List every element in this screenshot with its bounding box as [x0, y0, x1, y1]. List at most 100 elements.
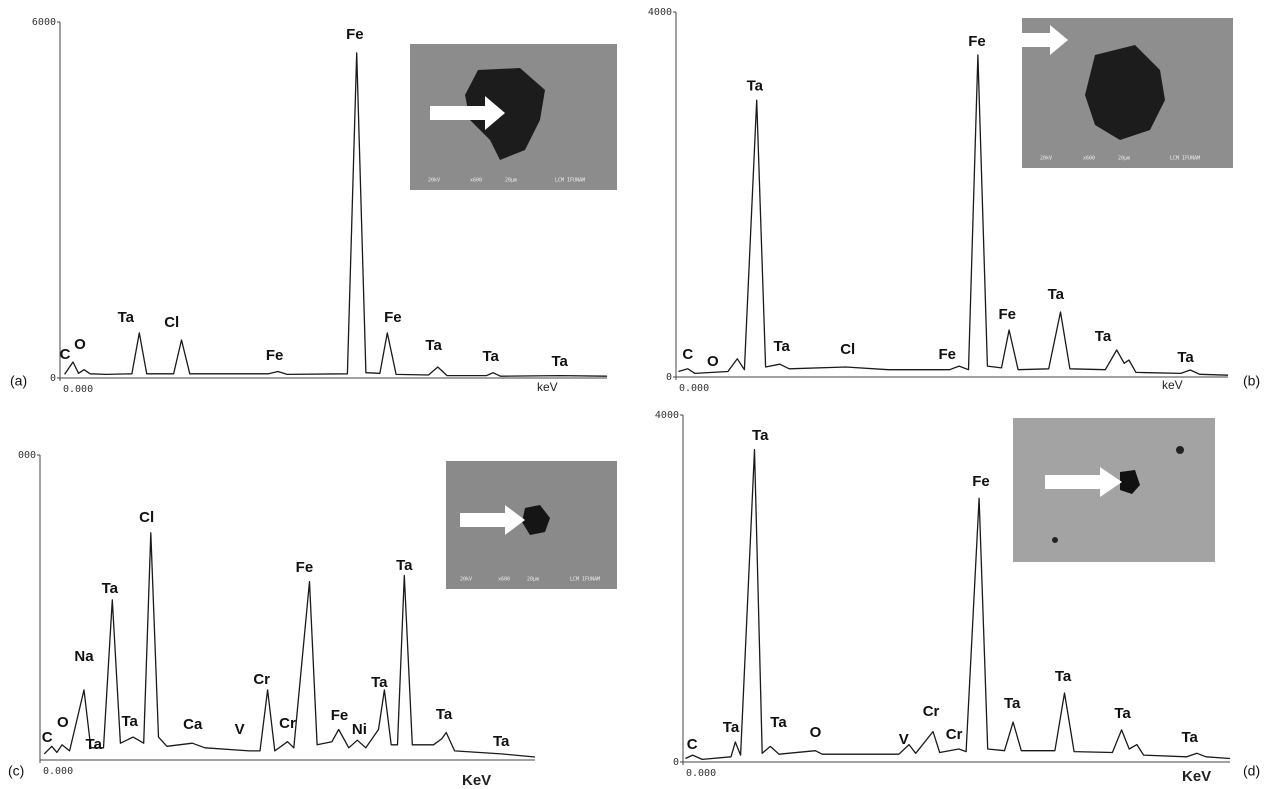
peak-label: Fe — [346, 26, 364, 43]
spectrum-panel: 0 6000 0.000 keV (a) CO Ta Cl Fe Fe Fe Ta Ta Ta — [10, 17, 608, 395]
peak-label: Ca — [183, 716, 203, 733]
peak-label: Ta — [723, 719, 740, 736]
inset-caption: x600 — [1083, 156, 1095, 162]
panel-label: (d) — [1243, 763, 1260, 779]
y-tick-label: 6000 — [32, 17, 56, 28]
inset-caption: 20kV — [428, 178, 440, 184]
peak-label: Ta — [396, 557, 413, 574]
peak-label: Na — [74, 648, 94, 665]
sem-pit — [1176, 446, 1184, 454]
panel-label: (c) — [8, 763, 24, 779]
spectrum-line — [685, 449, 1231, 761]
peak-label: Ta — [102, 580, 119, 597]
peak-label: Fe — [296, 559, 314, 576]
peak-label: Ni — [352, 721, 367, 738]
peak-label: Cr — [923, 703, 940, 720]
spectrum-line — [64, 52, 608, 377]
peak-label: Cl — [164, 314, 179, 331]
peak-label: O — [74, 336, 86, 353]
x-tick-label: 0.000 — [63, 384, 93, 395]
peak-label: Ta — [86, 736, 103, 753]
panel-label: (a) — [10, 373, 27, 389]
spectrum-panel: 0 4000 0.000 keV (b) C O Ta Ta Cl Fe Fe Fe Ta Ta Ta — [648, 7, 1260, 394]
sem-image — [1013, 418, 1215, 562]
spectrum-line — [43, 532, 536, 758]
inset-caption: LCM IFUNAM — [570, 577, 600, 583]
peak-label: Ta — [425, 337, 442, 354]
peak-label: Ta — [552, 353, 569, 370]
inset-caption: 20kV — [460, 577, 472, 583]
inset-caption: LCM IFUNAM — [555, 178, 585, 184]
x-tick-label: 0.000 — [43, 766, 73, 777]
inset-caption: LCM IFUNAM — [1170, 156, 1200, 162]
peak-label: O — [57, 714, 69, 731]
sem-particle — [1120, 470, 1140, 494]
peak-label: Fe — [972, 473, 990, 490]
inset-image-a: 20kV x600 20µm LCM IFUNAM — [410, 44, 617, 190]
y-tick-label: 4000 — [655, 410, 679, 421]
inset-image-b: 20kV x600 20µm LCM IFUNAM — [1022, 18, 1233, 168]
x-axis-label: keV — [537, 380, 558, 394]
peak-label: Ta — [1055, 668, 1072, 685]
peak-label: C — [42, 729, 53, 746]
peak-label: Ta — [1048, 286, 1065, 303]
inset-image-c: 20kV x600 20µm LCM IFUNAM — [446, 461, 617, 589]
x-axis-label: KeV — [1182, 768, 1211, 785]
peak-label: Ta — [1181, 729, 1198, 746]
peak-label: Ta — [773, 338, 790, 355]
peak-label: Ta — [436, 706, 453, 723]
x-tick-label: 0.000 — [686, 768, 716, 779]
inset-caption: 20µm — [505, 178, 517, 184]
peak-label: Cr — [279, 715, 296, 732]
arrow — [1022, 25, 1068, 55]
panel-label: (b) — [1243, 373, 1260, 389]
peak-label: Fe — [331, 707, 349, 724]
peak-label: C — [682, 346, 693, 363]
peak-label: Cl — [840, 341, 855, 358]
peak-label: Cr — [946, 726, 963, 743]
arrow — [430, 96, 505, 130]
peak-label: C — [60, 346, 71, 363]
spectrum-line — [678, 54, 1229, 376]
peak-label: O — [707, 353, 719, 370]
spectrum-panel: 0 4000 0.000 KeV (d) C Ta Ta Ta O V Cr Cr Fe Ta Ta Ta Ta — [655, 410, 1260, 785]
sem-particle — [465, 68, 545, 160]
peak-label: Cr — [253, 671, 270, 688]
peak-label: Ta — [118, 309, 135, 326]
inset-caption: x600 — [498, 577, 510, 583]
peak-label: Fe — [266, 347, 284, 364]
peak-label: Ta — [493, 733, 510, 750]
sem-particle — [522, 505, 550, 535]
arrow — [1045, 467, 1122, 497]
peak-label: Ta — [770, 714, 787, 731]
sem-pit — [1052, 537, 1058, 543]
sem-particle — [1085, 45, 1165, 140]
peak-label: Ta — [1114, 705, 1131, 722]
inset-image-d — [1013, 418, 1215, 562]
peak-label: Ta — [1004, 695, 1021, 712]
peak-label: V — [899, 731, 909, 748]
arrow — [460, 505, 525, 535]
y-tick-label: 0 — [50, 373, 56, 384]
peak-label: Ta — [1095, 328, 1112, 345]
peak-label: Fe — [968, 33, 986, 50]
peak-label: Ta — [747, 77, 764, 94]
peak-label: O — [810, 724, 822, 741]
y-tick-label: 0 — [666, 372, 672, 383]
peak-label: Ta — [371, 674, 388, 691]
peak-label: C — [687, 736, 698, 753]
y-tick-label: 000 — [18, 450, 36, 461]
peak-label: Ta — [752, 427, 769, 444]
peak-label: V — [235, 721, 245, 738]
peak-label: Fe — [939, 346, 957, 363]
peak-label: Fe — [998, 306, 1016, 323]
peak-label: Cl — [139, 509, 154, 526]
peak-label: Ta — [121, 713, 138, 730]
peak-label: Ta — [1177, 349, 1194, 366]
y-tick-label: 4000 — [648, 7, 672, 18]
y-tick-label: 0 — [673, 757, 679, 768]
inset-caption: x600 — [470, 178, 482, 184]
inset-caption: 20µm — [1118, 156, 1130, 162]
